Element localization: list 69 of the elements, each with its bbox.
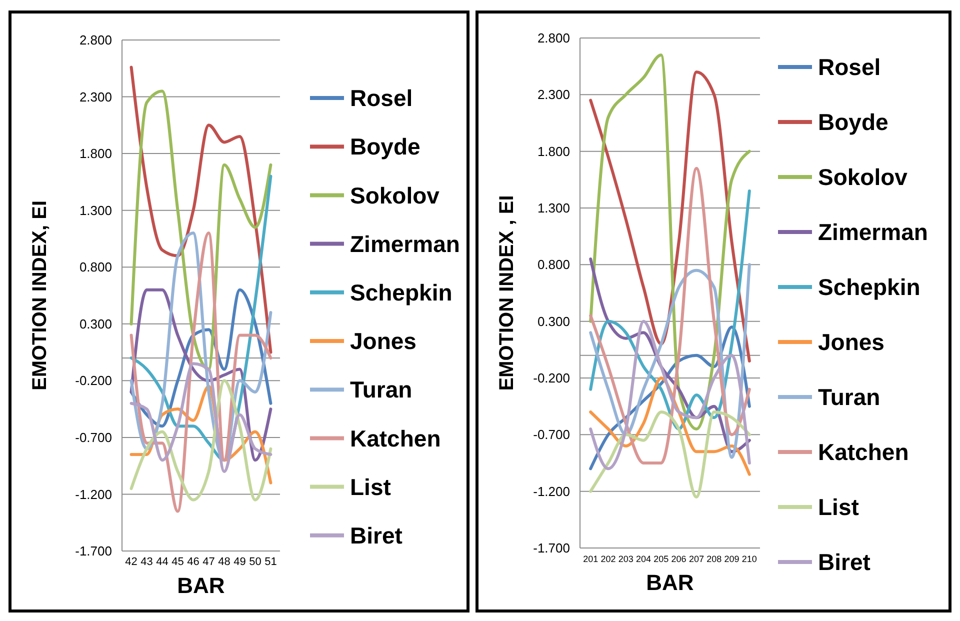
x-axis-title: BAR xyxy=(646,570,694,595)
legend-label: Katchen xyxy=(350,425,441,452)
y-axis-title: EMOTION INDEX , EI xyxy=(496,195,518,391)
y-tick-label: -0.200 xyxy=(533,370,570,386)
legend-label: Schepkin xyxy=(818,274,920,300)
y-tick-label: -1.200 xyxy=(533,484,570,499)
y-tick-label: 1.800 xyxy=(537,144,570,159)
y-tick-label: 2.800 xyxy=(537,30,570,46)
y-tick-label: -1.200 xyxy=(75,486,112,502)
y-tick-label: 2.300 xyxy=(537,87,570,102)
x-tick-label: 202 xyxy=(600,554,616,564)
x-tick-label: 207 xyxy=(688,554,704,564)
legend-label: Schepkin xyxy=(350,279,452,306)
legend-label: List xyxy=(818,494,860,520)
y-tick-label: -1.700 xyxy=(533,540,570,556)
x-tick-label: 204 xyxy=(636,554,652,564)
x-tick-label: 46 xyxy=(187,556,200,568)
legend-label: Rosel xyxy=(818,54,881,80)
legend-label: Turan xyxy=(350,376,412,403)
x-tick-label: 201 xyxy=(583,554,598,564)
x-tick-label: 48 xyxy=(218,556,230,568)
y-tick-label: 0.800 xyxy=(537,257,570,272)
y-tick-label: 1.300 xyxy=(79,202,112,218)
x-tick-label: 51 xyxy=(264,556,277,568)
legend-label: Sokolov xyxy=(818,164,908,190)
legend-label: List xyxy=(350,474,392,500)
y-tick-label: -0.200 xyxy=(75,373,112,388)
x-tick-label: 42 xyxy=(125,556,138,568)
x-tick-label: 44 xyxy=(156,556,168,568)
line-series xyxy=(130,379,272,502)
y-tick-label: 1.300 xyxy=(537,200,570,216)
x-tick-label: 203 xyxy=(618,554,634,564)
line-series xyxy=(130,232,272,513)
x-tick-label: 206 xyxy=(671,554,686,564)
legend-label: Jones xyxy=(818,329,884,356)
y-tick-label: -1.700 xyxy=(75,544,112,559)
y-tick-label: 2.800 xyxy=(79,32,112,48)
legend-label: Sokolov xyxy=(350,182,440,208)
y-tick-label: 2.300 xyxy=(79,89,112,104)
legend-label: Boyde xyxy=(818,109,888,136)
x-tick-label: 50 xyxy=(249,556,262,568)
y-tick-label: 0.800 xyxy=(79,260,112,275)
x-axis-title: BAR xyxy=(177,573,225,598)
line-series xyxy=(589,410,751,498)
legend-label: Biret xyxy=(350,522,403,548)
legend-label: Zimerman xyxy=(818,219,928,246)
legend-label: Katchen xyxy=(818,439,909,466)
y-axis-title: EMOTION INDEX, EI xyxy=(29,200,51,391)
y-tick-label: 1.800 xyxy=(79,146,112,162)
line-series xyxy=(589,166,751,464)
x-tick-label: 49 xyxy=(234,556,246,568)
y-tick-label: -0.700 xyxy=(75,430,112,445)
x-tick-label: 45 xyxy=(172,556,184,568)
x-tick-label: 205 xyxy=(654,554,669,564)
x-tick-label: 47 xyxy=(202,556,215,568)
legend-label: Zimerman xyxy=(350,230,460,257)
legend-label: Biret xyxy=(818,549,871,576)
y-tick-label: 0.300 xyxy=(79,316,112,332)
x-tick-label: 208 xyxy=(706,554,722,564)
x-tick-label: 210 xyxy=(742,554,757,564)
legend-label: Boyde xyxy=(350,134,420,160)
x-tick-label: 43 xyxy=(140,556,153,568)
line-series xyxy=(130,362,272,474)
legend-label: Rosel xyxy=(350,85,413,112)
legend-label: Jones xyxy=(350,328,416,354)
legend-label: Turan xyxy=(818,384,880,410)
y-tick-label: -0.700 xyxy=(533,427,570,442)
x-tick-label: 209 xyxy=(724,554,740,564)
y-tick-label: 0.300 xyxy=(537,314,570,329)
